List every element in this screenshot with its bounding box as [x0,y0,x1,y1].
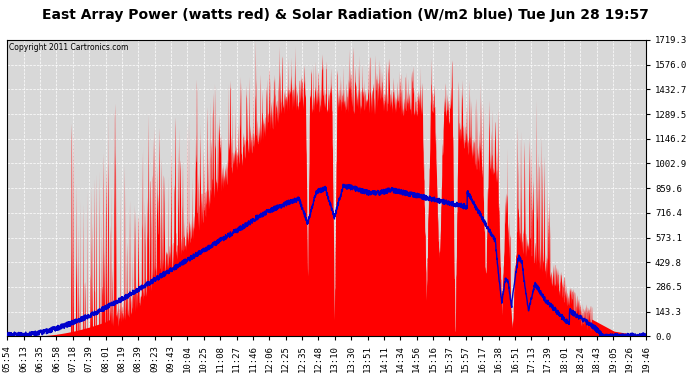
Text: East Array Power (watts red) & Solar Radiation (W/m2 blue) Tue Jun 28 19:57: East Array Power (watts red) & Solar Rad… [41,8,649,21]
Text: Copyright 2011 Cartronics.com: Copyright 2011 Cartronics.com [8,43,128,52]
